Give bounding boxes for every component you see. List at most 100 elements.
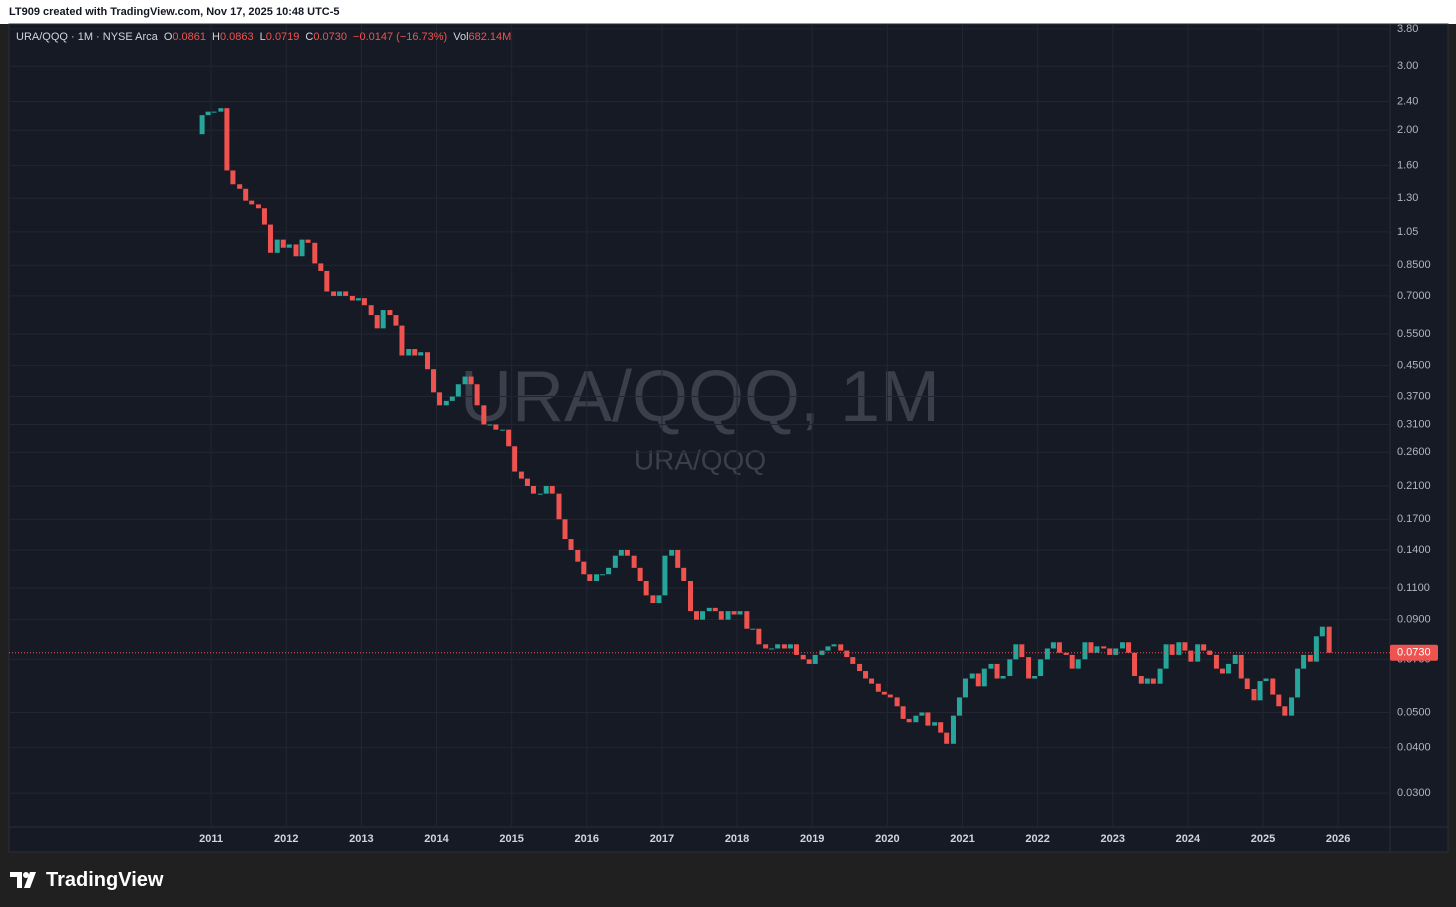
- candle-body: [600, 574, 606, 576]
- candle-body: [863, 671, 869, 679]
- legend-key: H: [212, 31, 220, 43]
- candle-body: [1163, 644, 1169, 669]
- candle-body: [293, 244, 299, 257]
- candle-body: [368, 305, 374, 316]
- candle-body: [1263, 678, 1269, 682]
- candle-body: [775, 644, 781, 649]
- candle-body: [211, 111, 217, 113]
- candle-body: [500, 429, 506, 431]
- candle-body: [512, 446, 518, 472]
- candle-body: [243, 188, 249, 201]
- last-price-label: 0.0730: [1397, 647, 1431, 659]
- candle-body: [806, 659, 812, 664]
- candle-body: [449, 396, 455, 401]
- candle-body: [950, 715, 956, 744]
- x-tick-label: 2015: [499, 833, 523, 845]
- candle-body: [493, 424, 499, 430]
- candle-body: [556, 493, 562, 520]
- candle-body: [706, 607, 712, 612]
- legend-value: 0.0861: [172, 31, 207, 43]
- candle-body: [737, 611, 743, 615]
- y-tick-label: 0.1100: [1397, 582, 1430, 594]
- candle-body: [1244, 678, 1250, 690]
- candle-body: [750, 628, 756, 630]
- y-tick-label: 0.0500: [1397, 706, 1431, 718]
- candle-body: [1019, 644, 1025, 658]
- candle-body: [1188, 650, 1194, 662]
- candle-body: [530, 485, 536, 494]
- y-tick-label: 2.00: [1397, 124, 1418, 136]
- candle-body: [637, 567, 643, 581]
- candle-body: [1038, 659, 1044, 676]
- candle-body: [374, 315, 380, 329]
- watermark-sub: URA/QQQ: [634, 444, 766, 475]
- candle-body: [793, 644, 799, 655]
- candle-body: [425, 352, 431, 370]
- candle-body: [387, 310, 393, 316]
- candle-body: [913, 715, 919, 723]
- candle-body: [1201, 644, 1207, 651]
- x-tick-label: 2022: [1025, 833, 1049, 845]
- candle-body: [1069, 654, 1075, 669]
- candle-body: [594, 574, 600, 581]
- candle-body: [1282, 706, 1288, 716]
- candle-body: [337, 291, 343, 296]
- candle-body: [700, 611, 706, 620]
- candle-body: [199, 115, 205, 135]
- x-tick-label: 2021: [950, 833, 974, 845]
- x-tick-label: 2012: [274, 833, 298, 845]
- candle-body: [343, 291, 349, 296]
- candle-body: [1044, 648, 1050, 660]
- candle-body: [324, 270, 330, 292]
- candle-body: [731, 611, 737, 615]
- y-tick-label: 0.2100: [1397, 480, 1431, 492]
- logo-text: TradingView: [46, 868, 164, 891]
- candle-body: [744, 611, 750, 629]
- candle-body: [844, 650, 850, 658]
- y-tick-label: 1.05: [1397, 226, 1418, 238]
- candle-body: [393, 315, 399, 326]
- candle-body: [1276, 694, 1282, 707]
- candle-body: [919, 712, 925, 716]
- x-tick-label: 2018: [725, 833, 749, 845]
- candle-body: [988, 663, 994, 669]
- candle-body: [1132, 652, 1138, 676]
- candle-body: [1289, 697, 1295, 716]
- candle-body: [925, 712, 931, 726]
- candle-body: [932, 722, 938, 726]
- candle-body: [1319, 626, 1325, 637]
- x-tick-label: 2026: [1326, 833, 1350, 845]
- candle-body: [518, 471, 524, 479]
- candle-body: [431, 369, 437, 393]
- candle-body: [331, 291, 337, 296]
- candle-body: [1169, 644, 1175, 655]
- candle-body: [1301, 654, 1307, 669]
- x-tick-label: 2025: [1251, 833, 1275, 845]
- footer: TradingView: [10, 866, 163, 894]
- y-tick-label: 0.7000: [1397, 290, 1431, 302]
- candle-body: [1101, 646, 1107, 649]
- candle-body: [587, 574, 593, 581]
- candle-body: [994, 663, 1000, 679]
- candle-body: [274, 239, 280, 253]
- legend-key: O: [163, 31, 173, 43]
- candle-body: [318, 263, 324, 271]
- candle-body: [681, 567, 687, 581]
- candle-body: [1050, 642, 1056, 649]
- candle-body: [1176, 642, 1182, 655]
- candle-body: [612, 555, 618, 568]
- candle-body: [712, 607, 718, 612]
- candle-body: [938, 722, 944, 733]
- legend-value: −0.0147 (−16.73%): [353, 31, 448, 43]
- y-tick-label: 0.8500: [1397, 259, 1431, 271]
- candle-body: [361, 298, 367, 306]
- candle-body: [1063, 652, 1069, 655]
- candle-body: [537, 493, 543, 495]
- top-bar: LT909 created with TradingView.com, Nov …: [0, 0, 1456, 24]
- candle-body: [1326, 626, 1332, 653]
- legend-value: 0.0719: [265, 31, 300, 43]
- candle-body: [769, 648, 775, 650]
- candle-body: [506, 429, 512, 447]
